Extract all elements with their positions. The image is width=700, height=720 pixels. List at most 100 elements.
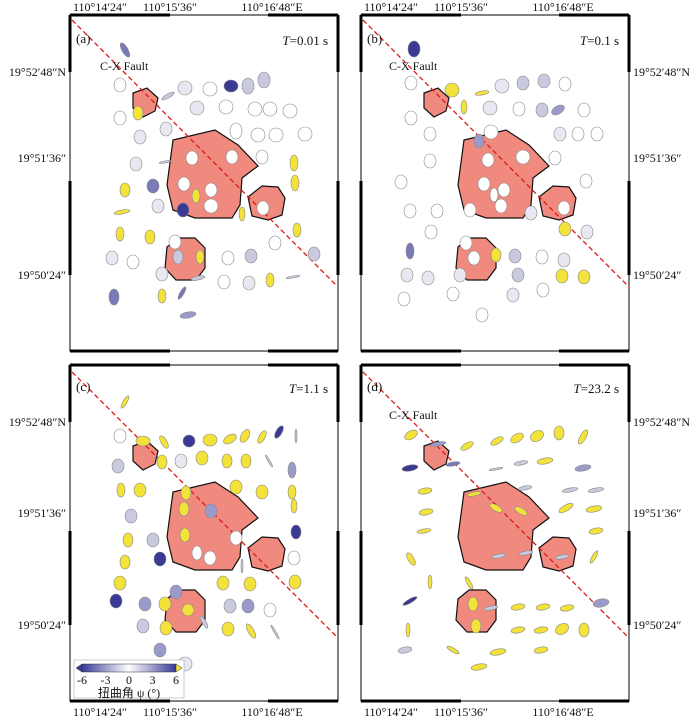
station-ellipse xyxy=(153,642,167,658)
station-ellipse xyxy=(482,100,498,116)
source-patch xyxy=(166,481,259,571)
station-ellipse xyxy=(181,603,195,617)
fault-line xyxy=(71,371,339,639)
station-ellipse xyxy=(229,530,243,546)
station-ellipse xyxy=(241,77,255,95)
station-ellipse xyxy=(109,593,123,609)
station-ellipse xyxy=(510,603,526,611)
station-ellipse xyxy=(113,428,127,444)
station-ellipse xyxy=(553,425,565,441)
source-patch xyxy=(455,589,497,633)
station-ellipse xyxy=(571,126,585,142)
source-patch xyxy=(423,440,450,471)
y-tick-label: 19°51′36″ xyxy=(633,506,681,520)
station-ellipse xyxy=(217,274,231,290)
time-value: =0.01 s xyxy=(290,33,328,48)
station-ellipse xyxy=(402,596,418,606)
station-ellipse xyxy=(453,267,467,283)
station-ellipse xyxy=(180,485,192,501)
station-ellipse xyxy=(178,501,190,517)
station-ellipse xyxy=(416,528,432,534)
station-ellipse xyxy=(179,527,191,543)
station-ellipse xyxy=(156,454,168,470)
station-ellipse xyxy=(199,615,209,629)
y-tick-label: 19°50′24″ xyxy=(633,618,681,632)
station-ellipse xyxy=(577,102,591,118)
station-ellipse xyxy=(404,75,418,91)
station-ellipse xyxy=(460,441,474,451)
station-ellipse xyxy=(268,127,284,143)
station-ellipse xyxy=(470,618,482,634)
y-tick-label: 19°52′48″N xyxy=(633,65,690,79)
station-ellipse xyxy=(489,503,503,513)
station-ellipse xyxy=(585,505,603,513)
station-ellipse xyxy=(120,395,130,409)
time-label: T=23.2 s xyxy=(573,381,619,396)
colorbar-arrow-right xyxy=(175,663,183,673)
colorbar-label: 扭曲角 ψ (°) xyxy=(98,686,160,700)
station-ellipse xyxy=(551,104,565,116)
station-ellipse xyxy=(169,584,183,600)
station-ellipse xyxy=(580,224,594,240)
station-ellipse xyxy=(404,429,418,441)
station-ellipse xyxy=(195,450,209,466)
x-tick-label: 110°16′48″E xyxy=(532,705,593,719)
source-patches xyxy=(423,440,577,633)
station-ellipse xyxy=(489,648,507,656)
station-ellipse xyxy=(287,550,301,566)
x-tick-labels-top: 110°14′24″ 110°15′36″ 110°16′48″E 110°14… xyxy=(73,0,594,14)
station-ellipse xyxy=(133,482,147,498)
station-ellipse xyxy=(257,71,271,89)
station-ellipse xyxy=(172,249,184,265)
station-ellipse xyxy=(151,198,165,214)
station-ellipse xyxy=(174,453,188,469)
panel-d: (d) T=23.2 s C-X Fault xyxy=(359,363,631,703)
station-ellipse xyxy=(287,461,297,479)
station-ellipse xyxy=(177,176,191,192)
station-ellipse xyxy=(548,150,562,166)
station-ellipse xyxy=(535,603,551,611)
colorbar-gradient xyxy=(81,663,177,673)
station-ellipse xyxy=(555,623,569,635)
station-ellipse xyxy=(238,206,246,222)
panel-b: (b) T=0.1 s C-X Fault xyxy=(359,13,631,353)
station-ellipse xyxy=(229,122,243,140)
station-ellipse xyxy=(122,532,134,548)
fault-line xyxy=(362,19,630,288)
station-ellipse xyxy=(446,286,460,302)
station-ellipse xyxy=(423,126,437,142)
station-ellipse xyxy=(477,176,491,192)
station-ellipse xyxy=(221,621,235,637)
station-ellipse xyxy=(113,110,127,126)
panel-label: (d) xyxy=(367,379,382,394)
station-ellipse xyxy=(574,464,592,472)
station-ellipse xyxy=(429,441,447,447)
station-ellipse xyxy=(133,129,147,145)
station-ellipse xyxy=(463,202,477,218)
station-ellipse xyxy=(105,250,119,266)
station-ellipse xyxy=(407,40,421,58)
station-ellipse xyxy=(138,596,152,612)
station-ellipse xyxy=(159,435,169,449)
x-tick-label: 110°14′24″ xyxy=(73,0,127,14)
station-ellipse xyxy=(578,622,590,638)
time-value: =0.1 s xyxy=(587,33,619,48)
colorbar-tick: 6 xyxy=(173,673,179,687)
station-ellipse xyxy=(223,79,239,93)
station-ellipse xyxy=(216,575,230,591)
colorbar-tick: -3 xyxy=(101,673,111,687)
x-tick-label: 110°16′48″E xyxy=(241,0,302,14)
station-ellipse xyxy=(533,646,549,654)
station-ellipse xyxy=(274,425,284,439)
panel-label: (a) xyxy=(76,31,90,46)
fault-label: C-X Fault xyxy=(389,408,438,422)
station-ellipse xyxy=(510,432,524,444)
station-ellipse xyxy=(159,620,173,636)
y-tick-labels-left: 19°52′48″N 19°51′36″ 19°50′24″ 19°52′48″… xyxy=(9,65,66,632)
station-ellipse xyxy=(119,42,131,58)
panel-c: (c) T=1.1 s -6 -3 0 3 6 扭曲角 ψ (°) xyxy=(68,363,340,703)
time-value: =23.2 s xyxy=(581,381,619,396)
station-ellipse xyxy=(533,626,549,634)
station-ellipse xyxy=(524,205,538,221)
